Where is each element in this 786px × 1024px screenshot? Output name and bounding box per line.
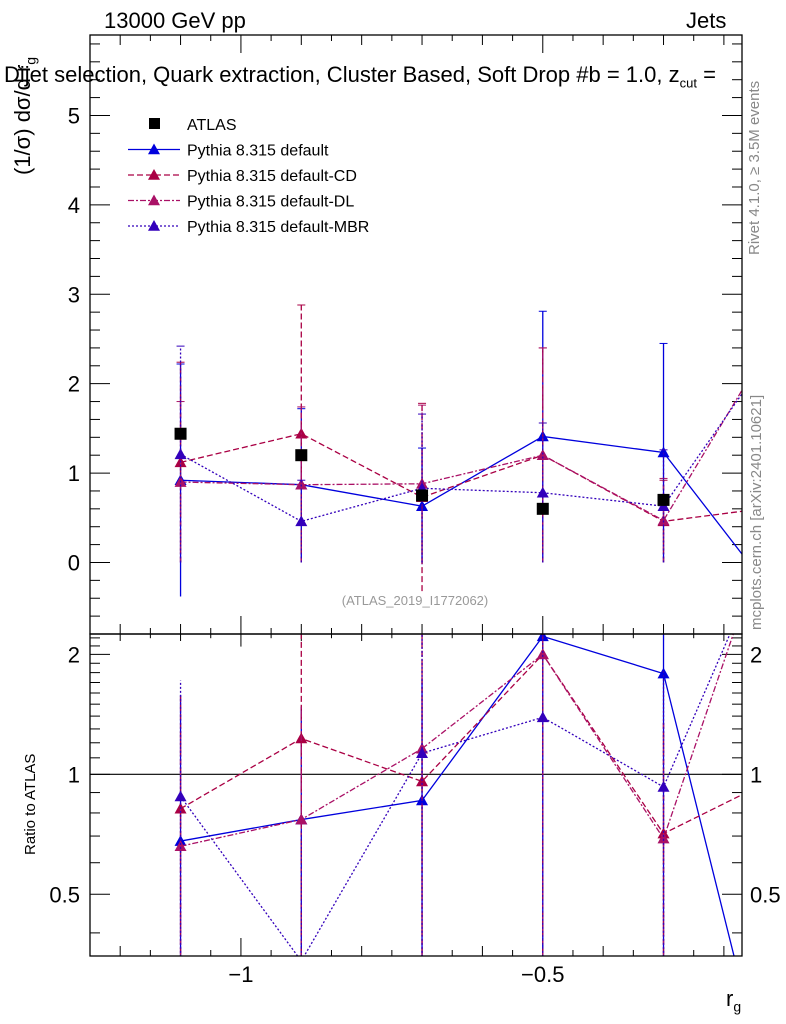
series-marker-main (748, 364, 760, 375)
series-line-ratio (180, 635, 735, 956)
series-marker-main (748, 564, 760, 575)
series-line-main (180, 433, 742, 523)
series-marker-ratio (748, 573, 760, 584)
ratio-plot-frame (89, 633, 743, 957)
x-axis-label: rg (726, 986, 741, 1014)
y-tick-label-main: 4 (68, 193, 80, 218)
legend-marker (148, 194, 160, 206)
x-tick-label: −0.5 (521, 962, 564, 987)
atlas-data-point (416, 489, 429, 502)
series-line-ratio (180, 634, 734, 847)
legend-label-atlas: ATLAS (187, 117, 237, 134)
series-marker-main (536, 449, 549, 460)
series-marker-ratio (174, 790, 187, 802)
legend-marker (148, 169, 160, 180)
header-jets-label: Jets (686, 8, 727, 33)
series-marker-main (295, 478, 308, 490)
series-marker-main (748, 371, 760, 382)
ratio-plot-area (90, 567, 760, 956)
legend: ATLAS Pythia 8.315 default Pythia 8.315 de… (128, 117, 369, 236)
y-tick-label-ratio-left: 0.5 (49, 882, 80, 907)
series-marker-main (174, 448, 187, 460)
series-marker-ratio (657, 832, 670, 844)
y-tick-label-main: 1 (68, 461, 80, 486)
legend-label: Pythia 8.315 default-DL (187, 194, 354, 211)
series-marker-ratio (748, 567, 760, 578)
series-marker-ratio (536, 648, 549, 660)
plot-title-tail: = 1.0, z (606, 62, 680, 87)
series-marker-main (748, 504, 760, 515)
series-line-main (180, 389, 742, 522)
atlas-data-point (174, 427, 187, 440)
plot-title-sub: cut (679, 75, 697, 91)
x-axis-label-text: r (726, 986, 734, 1011)
header-energy-label: 13000 GeV pp (104, 8, 246, 33)
analysis-watermark: (ATLAS_2019_I1772062) (342, 593, 488, 608)
y-tick-label-ratio-right: 0.5 (750, 882, 781, 907)
legend-label: Pythia 8.315 default-CD (187, 168, 357, 185)
series-line-ratio (180, 634, 731, 956)
series-marker-main (536, 486, 549, 498)
x-axis-label-sub: g (733, 998, 742, 1015)
legend-label: Pythia 8.315 default (187, 143, 329, 160)
y-tick-label-ratio-right: 2 (750, 642, 762, 667)
series-marker-ratio (416, 747, 429, 758)
y-tick-label-ratio-left: 2 (68, 642, 80, 667)
plot-title-main: Dijet selection, Quark extraction, Clust… (4, 62, 601, 87)
atlas-data-point (748, 497, 760, 509)
series-marker-main (657, 446, 670, 458)
series-marker-ratio (174, 840, 187, 852)
y-tick-label-ratio-right: 1 (750, 762, 762, 787)
series-marker-ratio (657, 667, 670, 679)
main-plot-area (174, 304, 760, 597)
legend-marker-atlas (149, 118, 160, 129)
atlas-data-point (295, 449, 308, 462)
y-tick-label-ratio-left: 1 (68, 762, 80, 787)
plot-title: Dijet selection, Quark extraction, Clust… (4, 62, 716, 90)
series-marker-ratio (295, 813, 308, 825)
legend-marker (148, 220, 160, 231)
y-tick-label-main: 0 (68, 550, 80, 575)
series-marker-main (657, 514, 670, 526)
x-tick-label: −1 (228, 962, 253, 987)
series-marker-main (295, 515, 308, 527)
tick-labels: −1 −0.5 0 1 2 3 4 5 0.5 0.5 1 1 2 2 (49, 103, 780, 987)
axis-ticks (89, 35, 742, 956)
series-marker-ratio (657, 780, 670, 792)
atlas-data-point (657, 493, 670, 506)
y-tick-label-main: 5 (68, 103, 80, 128)
series-marker-ratio (536, 711, 549, 723)
y-tick-label-main: 3 (68, 282, 80, 307)
atlas-data-point (536, 502, 549, 515)
y-tick-label-main: 2 (68, 372, 80, 397)
legend-marker (148, 143, 160, 155)
legend-label: Pythia 8.315 default-MBR (187, 219, 369, 236)
series-line-ratio (180, 653, 742, 835)
plot-title-end: = (703, 62, 716, 87)
